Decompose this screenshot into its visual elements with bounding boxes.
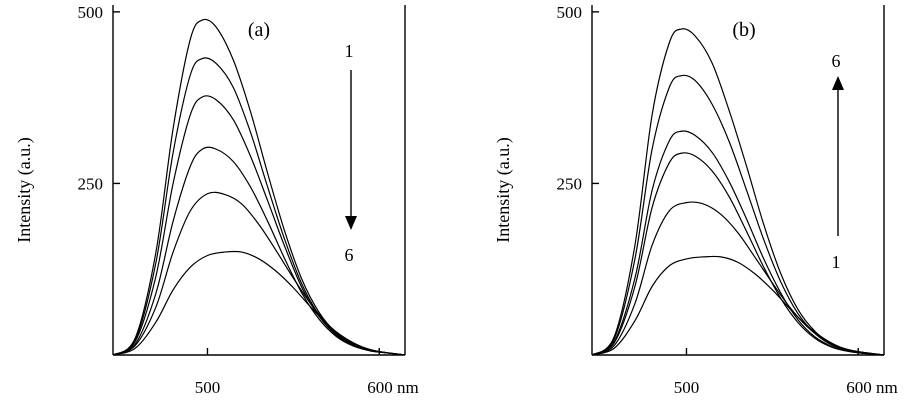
trace-end-label: 6	[832, 51, 841, 71]
y-tick-label: 500	[78, 3, 104, 22]
series-line-6	[591, 28, 885, 356]
x-tick-label: 600 nm	[367, 378, 418, 397]
x-tick-label: 500	[195, 378, 221, 397]
trace-start-label: 1	[345, 41, 354, 61]
series-group	[591, 28, 885, 356]
series-line-4	[591, 130, 885, 356]
series-line-4	[112, 146, 406, 356]
series-line-6	[112, 250, 406, 356]
series-group	[112, 18, 406, 356]
panel-b: Intensity (a.u.) 250 500 500 600 nm (b) 6 1	[493, 3, 898, 397]
trend-arrowhead	[345, 216, 357, 230]
y-axis-title: Intensity (a.u.)	[493, 137, 514, 242]
x-tick-label: 600 nm	[846, 378, 897, 397]
y-tick-label: 500	[557, 3, 583, 22]
tick-group: 250 500 500 600 nm	[557, 3, 898, 397]
trace-end-label: 6	[345, 245, 354, 265]
y-tick-label: 250	[557, 174, 583, 193]
panel-label: (a)	[248, 19, 270, 41]
series-line-5	[112, 191, 406, 356]
trend-arrowhead	[832, 76, 844, 90]
x-tick-label: 500	[674, 378, 700, 397]
y-tick-label: 250	[78, 174, 104, 193]
series-line-2	[112, 57, 406, 356]
tick-group: 250 500 500 600 nm	[78, 3, 419, 397]
trace-start-label: 1	[832, 252, 841, 272]
y-axis-title: Intensity (a.u.)	[14, 137, 35, 242]
series-line-1	[112, 18, 406, 356]
panel-a: Intensity (a.u.) 250 500 500 600 nm (a) 1 6	[14, 3, 419, 397]
series-line-2	[591, 201, 885, 356]
series-line-5	[591, 74, 885, 356]
panel-label: (b)	[732, 19, 755, 41]
series-line-3	[112, 95, 406, 356]
